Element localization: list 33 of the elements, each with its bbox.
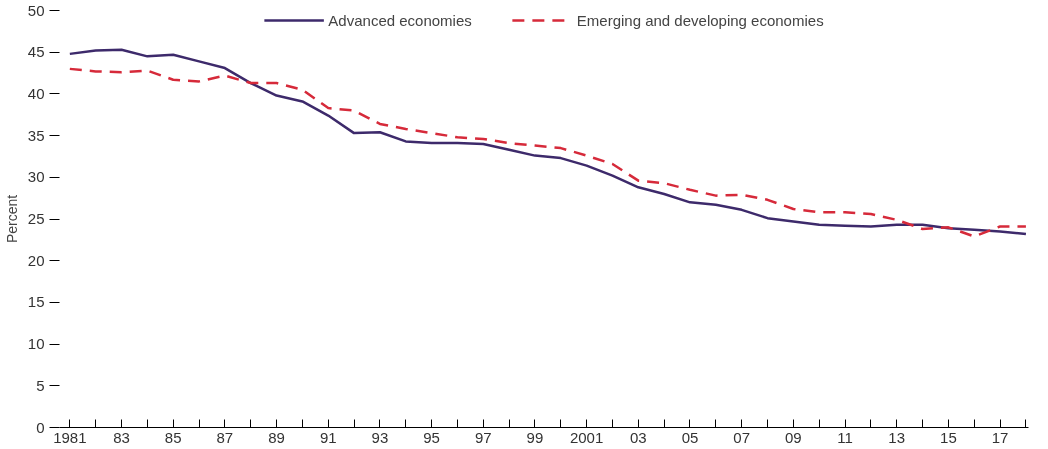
x-tick-label: 17: [991, 428, 1009, 446]
x-tick-label: 2001: [569, 428, 604, 446]
x-tick-label: 13: [888, 428, 906, 446]
x-tick-label: 89: [268, 428, 285, 446]
x-tick-label: 03: [629, 428, 647, 446]
x-tick-label: 93: [371, 428, 389, 446]
x-tick-label: 11: [837, 428, 853, 446]
x-tick-label: 07: [733, 428, 751, 446]
y-tick-label: 50: [27, 1, 45, 19]
x-tick-label: 09: [785, 428, 802, 446]
x-tick-label: 05: [681, 428, 699, 446]
x-tick-label: 87: [216, 428, 234, 446]
legend-label: Advanced economies: [328, 11, 472, 29]
x-tick-label: 97: [474, 428, 492, 446]
legend-label: Emerging and developing economies: [576, 11, 824, 29]
x-tick-label: 83: [113, 428, 130, 446]
y-tick-label: 0: [36, 418, 45, 436]
y-tick-label: 30: [27, 168, 45, 186]
x-tick-label: 95: [423, 428, 440, 446]
y-tick-label: 45: [27, 43, 45, 61]
y-tick-label: 10: [27, 335, 45, 353]
x-tick-label: 99: [526, 428, 544, 446]
y-tick-label: 15: [27, 293, 45, 311]
y-tick-label: 35: [27, 126, 45, 144]
y-tick-label: 5: [36, 376, 45, 394]
x-tick-label: 85: [164, 428, 182, 446]
y-tick-label: 20: [27, 251, 45, 269]
y-tick-label: 40: [27, 84, 45, 102]
x-tick-label: 1981: [53, 428, 87, 446]
x-tick-label: 91: [319, 428, 337, 446]
y-axis-title: Percent: [3, 194, 20, 244]
y-tick-label: 25: [27, 210, 45, 227]
x-tick-label: 15: [940, 428, 957, 446]
